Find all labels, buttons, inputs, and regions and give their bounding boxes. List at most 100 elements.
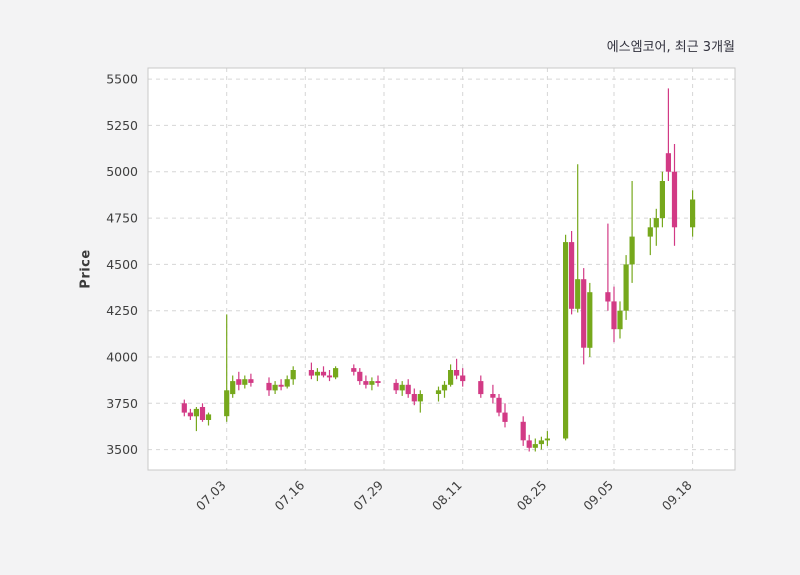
candle-body: [357, 371, 363, 382]
candle: [236, 371, 242, 391]
candle-body: [671, 171, 678, 228]
candle-body: [605, 292, 611, 302]
candle: [326, 370, 333, 382]
candle: [544, 431, 550, 446]
candle-body: [526, 440, 532, 448]
candle: [224, 314, 230, 422]
y-tick-label: 4000: [106, 350, 138, 365]
candle-body: [629, 236, 635, 265]
candle-body: [490, 394, 496, 398]
candle: [199, 403, 206, 422]
candle-body: [623, 264, 629, 311]
candle: [266, 377, 272, 396]
candle-body: [290, 370, 296, 380]
candle-body: [502, 412, 508, 422]
candle-body: [587, 292, 593, 348]
candle: [454, 358, 460, 380]
y-axis-label: Price: [78, 249, 94, 289]
candle: [563, 234, 569, 441]
candle-body: [690, 199, 696, 228]
candle: [290, 366, 296, 385]
candle-body: [205, 414, 212, 420]
candle: [187, 408, 193, 420]
candle-body: [659, 181, 665, 219]
candle-body: [448, 370, 454, 385]
candle: [629, 181, 635, 283]
candle: [357, 368, 363, 385]
candle-body: [308, 370, 314, 376]
candle-body: [181, 403, 187, 413]
candle-body: [653, 218, 659, 228]
y-tick-label: 5500: [106, 72, 138, 87]
plot-area: [148, 68, 735, 470]
candle: [490, 384, 496, 404]
y-tick-label: 4500: [106, 257, 138, 272]
candle-body: [314, 371, 320, 376]
candle-body: [435, 390, 442, 394]
candle: [690, 190, 696, 237]
candle-body: [581, 279, 587, 348]
candle-body: [417, 394, 423, 402]
candle-body: [326, 375, 333, 378]
candle: [569, 231, 575, 315]
candle-body: [478, 381, 484, 395]
candle: [441, 381, 448, 398]
candle: [278, 379, 284, 391]
candle-body: [460, 375, 466, 382]
candle-body: [575, 279, 581, 309]
candle: [248, 373, 254, 387]
candle: [611, 286, 617, 343]
candle: [617, 301, 623, 339]
y-tick-label: 3750: [106, 396, 138, 411]
candle-body: [363, 381, 369, 385]
candle: [665, 88, 671, 181]
candle-body: [544, 438, 550, 441]
candle: [320, 366, 327, 378]
candle: [308, 362, 314, 380]
candle: [587, 282, 593, 357]
y-tick-label: 4750: [106, 211, 138, 226]
candle: [205, 412, 212, 426]
candle: [659, 171, 665, 228]
candle-body: [236, 379, 242, 385]
candle-body: [248, 379, 254, 383]
y-tick-label: 3500: [106, 442, 138, 457]
candle-body: [272, 384, 278, 391]
candle-body: [405, 384, 411, 395]
candle: [363, 375, 369, 389]
candle: [181, 399, 187, 417]
candle: [502, 403, 508, 428]
plot-border: [147, 67, 736, 471]
candle-body: [224, 390, 230, 417]
candle: [575, 164, 581, 313]
candle: [399, 381, 405, 396]
candle: [272, 381, 278, 394]
candle-body: [538, 440, 544, 445]
candle: [351, 364, 357, 376]
candle: [369, 377, 375, 391]
candle-body: [563, 242, 569, 439]
candle-body: [454, 370, 460, 376]
candle: [375, 375, 381, 387]
candle-body: [520, 421, 526, 441]
y-tick-label: 5000: [106, 164, 138, 179]
candle: [538, 436, 544, 450]
candle: [520, 416, 526, 446]
candle: [623, 255, 629, 320]
candle-body: [532, 444, 538, 448]
candle-body: [369, 381, 375, 385]
candle: [393, 379, 399, 394]
candle: [671, 144, 678, 246]
candle: [532, 438, 538, 452]
candle-body: [375, 381, 381, 383]
candle: [448, 364, 454, 387]
candle: [417, 390, 423, 413]
candle: [314, 368, 320, 382]
candle: [653, 208, 659, 246]
candle-body: [393, 382, 399, 391]
candle-body: [278, 384, 284, 387]
candle: [435, 386, 442, 402]
candle: [460, 368, 466, 387]
